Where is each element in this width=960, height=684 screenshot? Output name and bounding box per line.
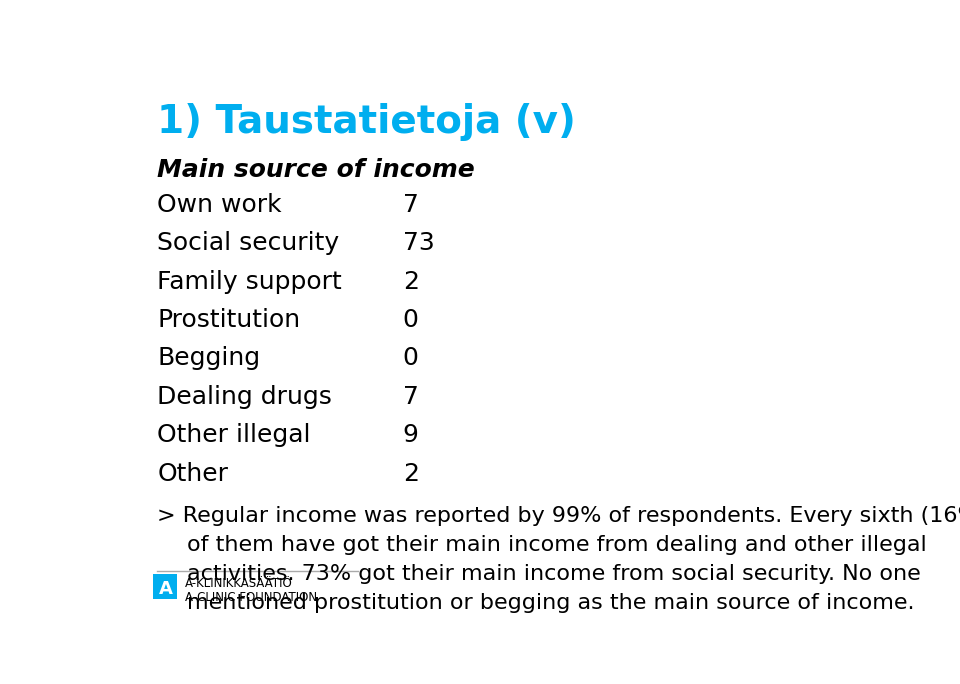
- Text: Own work: Own work: [157, 193, 282, 217]
- Text: 0: 0: [403, 308, 419, 332]
- Text: > Regular income was reported by 99% of respondents. Every sixth (16%): > Regular income was reported by 99% of …: [157, 506, 960, 526]
- Text: Begging: Begging: [157, 347, 260, 371]
- Text: of them have got their main income from dealing and other illegal: of them have got their main income from …: [187, 535, 926, 555]
- Text: Prostitution: Prostitution: [157, 308, 300, 332]
- Text: 73: 73: [403, 231, 435, 255]
- Text: Main source of income: Main source of income: [157, 159, 475, 183]
- Text: 1) Taustatietoja (v): 1) Taustatietoja (v): [157, 103, 576, 141]
- Text: Dealing drugs: Dealing drugs: [157, 385, 332, 409]
- Text: 0: 0: [403, 347, 419, 371]
- Text: activities. 73% got their main income from social security. No one: activities. 73% got their main income fr…: [187, 564, 921, 584]
- Text: mentioned prostitution or begging as the main source of income.: mentioned prostitution or begging as the…: [187, 593, 915, 613]
- Text: A-CLINIC FOUNDATION: A-CLINIC FOUNDATION: [184, 592, 317, 605]
- Text: 7: 7: [403, 193, 419, 217]
- Text: Other illegal: Other illegal: [157, 423, 311, 447]
- Text: A: A: [158, 580, 173, 598]
- Text: Other: Other: [157, 462, 228, 486]
- Text: Family support: Family support: [157, 269, 342, 293]
- Text: Social security: Social security: [157, 231, 339, 255]
- Text: 2: 2: [403, 269, 419, 293]
- Text: 2: 2: [403, 462, 419, 486]
- Text: 9: 9: [403, 423, 419, 447]
- FancyBboxPatch shape: [154, 574, 178, 599]
- Text: A-KLINIKKASÄÄTIÖ: A-KLINIKKASÄÄTIÖ: [184, 577, 293, 590]
- Text: 7: 7: [403, 385, 419, 409]
